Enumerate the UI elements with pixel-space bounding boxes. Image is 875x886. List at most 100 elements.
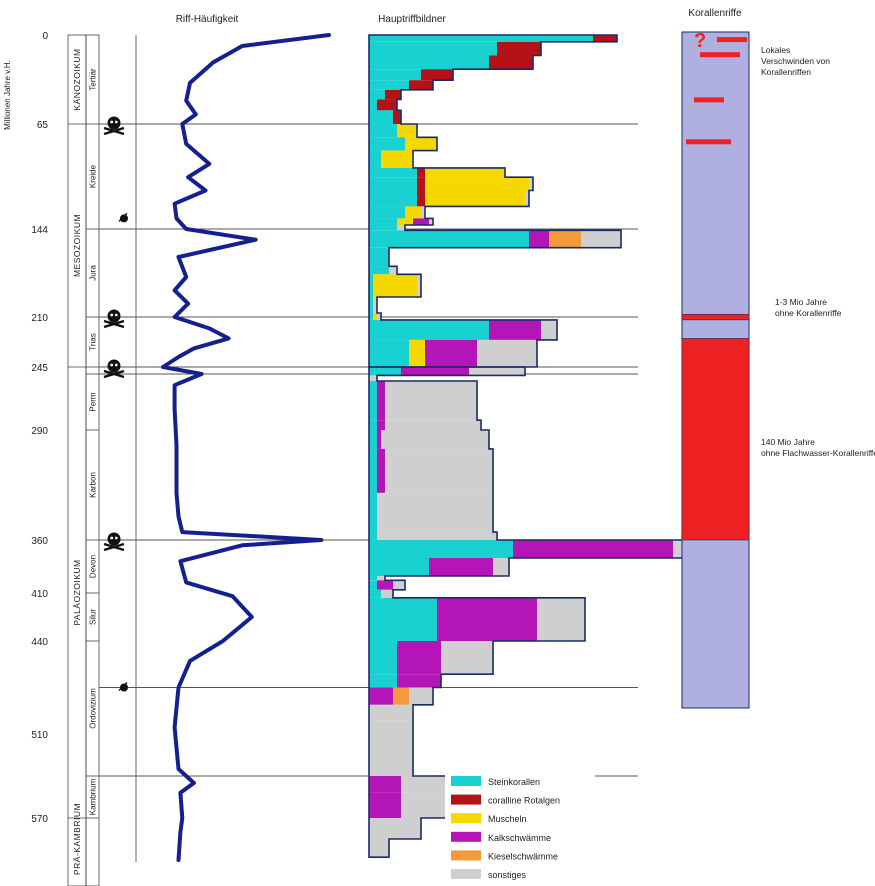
period-label: Ordovizium: [89, 688, 98, 729]
legend-label: Muscheln: [488, 814, 527, 824]
bar-segment-muscheln: [409, 357, 425, 367]
bar-segment-steinkorallen: [369, 597, 437, 641]
bar-segment-sonstiges: [409, 687, 433, 705]
local-disappearance-mark: [694, 97, 724, 103]
bar-segment-muscheln: [397, 124, 417, 138]
bar-segment-steinkorallen: [369, 367, 401, 376]
bar-segment-kalkschwaemme: [425, 339, 477, 357]
mark-dot: [120, 214, 128, 223]
bar-segment-rotalgen: [417, 167, 425, 178]
bar-segment-kalkschwaemme: [377, 420, 385, 430]
bar-segment-kalkschwaemme: [369, 792, 401, 818]
y-tick-labels: 0 65 144 210 245 290 360 410 440 510 570: [31, 31, 48, 825]
bar-segment-sonstiges: [417, 274, 421, 297]
bar-segment-sonstiges: [493, 558, 509, 576]
bar-segment-rotalgen: [393, 110, 401, 124]
y-tick-label: 245: [31, 363, 48, 374]
y-tick-label: 570: [31, 814, 48, 825]
bar-segment-steinkorallen: [369, 69, 421, 81]
bar-segment-steinkorallen: [369, 89, 385, 100]
period-label: Devon: [89, 555, 98, 578]
frequency-line: [161, 33, 331, 862]
bar-segment-steinkorallen: [369, 420, 377, 430]
bar-segment-kalkschwaemme: [425, 357, 477, 367]
bar-segment-sonstiges: [541, 319, 557, 340]
bar-segment-steinkorallen: [369, 641, 397, 675]
bar-segment-steinkorallen: [369, 357, 409, 367]
mark-stroke: [118, 212, 128, 222]
bar-segment-sonstiges: [429, 218, 433, 225]
legend-label: coralline Rotalgen: [488, 796, 560, 806]
crossbone: [103, 369, 125, 379]
bar-segment-sonstiges: [385, 420, 481, 430]
y-tick-label: 290: [31, 426, 48, 437]
bar-segment-kalkschwaemme: [401, 367, 469, 376]
bar-segment-sonstiges: [525, 190, 529, 207]
stratigraphy-columns: [67, 34, 137, 886]
boundary-lines: [68, 123, 638, 819]
legend-label: Kieselschwämme: [488, 851, 558, 861]
bar-segment-muscheln: [373, 313, 377, 320]
legend-swatch-sonstiges: [451, 869, 481, 879]
bar-segment-rotalgen: [409, 80, 433, 90]
y-tick-label: 65: [37, 120, 49, 131]
bar-segment-steinkorallen: [369, 576, 377, 581]
bar-segment-sonstiges: [581, 230, 621, 248]
bar-segment-muscheln: [425, 177, 529, 191]
bar-segment-steinkorallen: [369, 532, 377, 540]
bar-segment-sonstiges: [373, 297, 377, 313]
bar-segment-steinkorallen: [369, 99, 377, 111]
mark-stroke: [118, 681, 128, 692]
bar-segment-muscheln: [409, 339, 425, 357]
bar-segment-kalkschwaemme: [377, 381, 385, 421]
bar-segment-steinkorallen: [369, 430, 377, 449]
bar-segment-kalkschwaemme: [369, 776, 401, 793]
bar-segment-steinkorallen: [369, 225, 397, 231]
legend-label: Steinkorallen: [488, 777, 540, 787]
y-tick-label: 0: [42, 31, 48, 42]
skull-head: [107, 116, 121, 130]
bar-segment-steinkorallen: [369, 80, 409, 90]
coral-reefs-title: Korallenriffe: [688, 8, 742, 19]
y-tick-label: 144: [31, 225, 48, 236]
bar-segment-kalkschwaemme: [369, 687, 393, 705]
period-label: Karbon: [89, 472, 98, 498]
bar-segment-sonstiges: [369, 818, 421, 839]
bar-segment-kalkschwaemme: [377, 580, 393, 590]
local-disappearance-note: Korallenriffen: [761, 67, 811, 77]
bar-segment-steinkorallen: [369, 35, 593, 42]
small-extinction-icon: [118, 212, 128, 223]
y-tick-label: 360: [31, 536, 48, 547]
skull-eye: [110, 120, 114, 124]
y-tick-label: 440: [31, 637, 48, 648]
bar-segment-steinkorallen: [369, 589, 381, 598]
legend-swatch-muscheln: [451, 813, 481, 824]
skull-eye: [114, 363, 118, 367]
crossbone: [103, 319, 125, 329]
gap-note-short: 1-3 Mio Jahre: [775, 297, 827, 307]
extinction-markers: [103, 116, 128, 692]
gap-note-short: ohne Korallenriffe: [775, 308, 842, 318]
period-column: [85, 34, 100, 886]
legend-swatch-rotalgen: [451, 794, 481, 805]
bar-segment-steinkorallen: [369, 339, 409, 357]
coral-reef-column: ?: [681, 30, 750, 709]
bar-segment-sonstiges: [369, 720, 413, 748]
bar-segment-steinkorallen: [369, 674, 397, 688]
legend-swatch-kieselschwaemme: [451, 850, 481, 861]
bar-segment-steinkorallen: [369, 110, 393, 124]
bar-segment-kieselschwaemme: [393, 687, 409, 705]
period-labels: Tertiär Kreide Jura Trias Perm Karbon Devon Sil…: [89, 68, 98, 815]
bar-segment-rotalgen: [417, 190, 425, 207]
bar-segment-kalkschwaemme: [397, 641, 441, 675]
bar-segment-steinkorallen: [369, 558, 429, 576]
bar-segment-rotalgen: [497, 41, 541, 56]
bar-segment-sonstiges: [369, 839, 389, 858]
local-disappearance-mark: [686, 139, 731, 145]
bar-segment-steinkorallen: [369, 167, 417, 178]
period-label: Tertiär: [89, 68, 98, 91]
bar-segment-steinkorallen: [369, 137, 405, 151]
bar-segment-sonstiges: [393, 580, 405, 590]
legend-label: Kalkschwämme: [488, 833, 551, 843]
bar-segment-kieselschwaemme: [549, 230, 581, 248]
